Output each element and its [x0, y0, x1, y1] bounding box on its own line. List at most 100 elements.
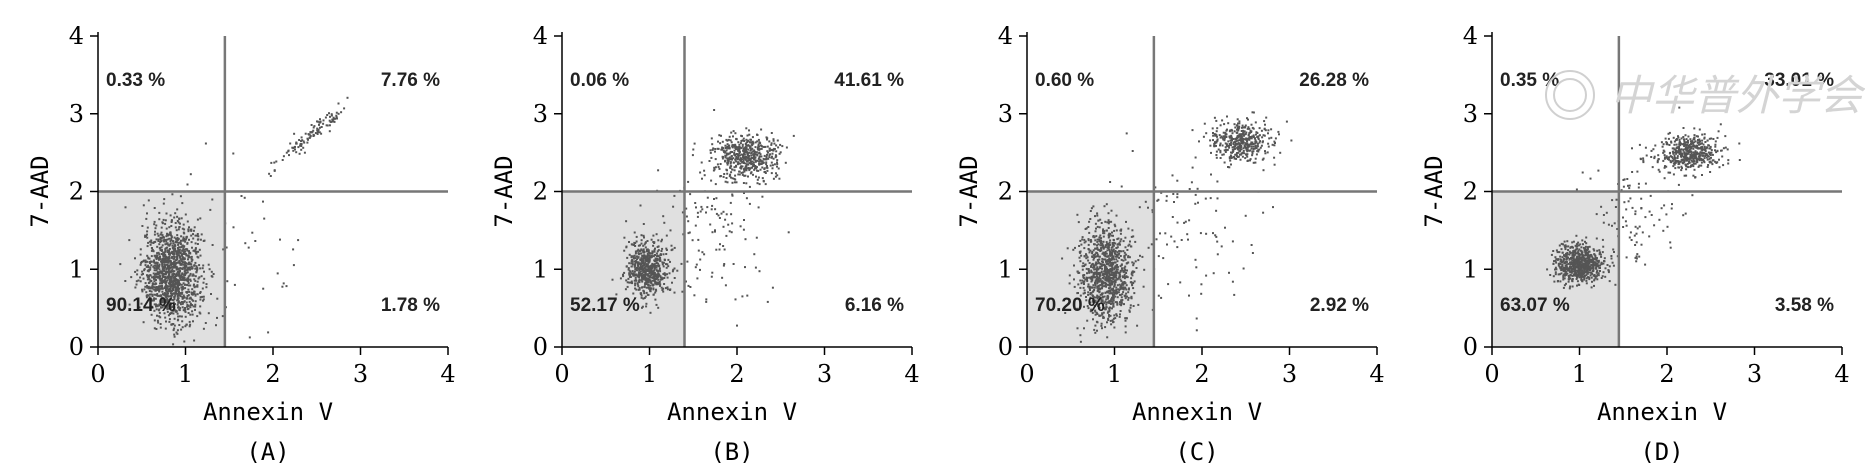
- data-point: [173, 335, 176, 338]
- data-point: [765, 161, 768, 164]
- data-point: [171, 323, 174, 325]
- data-point: [171, 244, 174, 247]
- data-point: [254, 240, 257, 242]
- data-point: [1106, 221, 1109, 224]
- data-point: [158, 257, 161, 260]
- data-point: [743, 152, 745, 155]
- data-point: [1264, 123, 1266, 126]
- data-point: [307, 138, 309, 141]
- data-point: [643, 285, 646, 288]
- data-point: [174, 282, 177, 285]
- data-point: [157, 267, 160, 270]
- data-point: [148, 278, 151, 281]
- data-point: [177, 300, 180, 303]
- data-point: [1111, 283, 1113, 286]
- data-point: [627, 267, 630, 270]
- data-point: [636, 275, 639, 278]
- data-point: [642, 274, 645, 277]
- data-point: [1598, 253, 1601, 256]
- data-point: [1583, 257, 1586, 260]
- data-point: [752, 173, 754, 176]
- data-point: [1113, 229, 1116, 232]
- data-point: [1260, 144, 1263, 147]
- data-point: [1216, 127, 1219, 130]
- data-point: [660, 253, 662, 256]
- data-point: [1079, 279, 1082, 282]
- data-point: [1242, 134, 1245, 137]
- data-point: [154, 240, 157, 243]
- data-point: [737, 153, 740, 156]
- y-tick-label: 2: [998, 178, 1013, 206]
- data-point: [637, 285, 640, 288]
- data-point: [778, 177, 781, 180]
- data-point: [1102, 264, 1105, 267]
- data-point: [762, 180, 765, 183]
- data-point: [694, 224, 697, 227]
- data-point: [658, 282, 661, 285]
- data-point: [178, 251, 180, 254]
- data-point: [1079, 286, 1082, 289]
- data-point: [773, 148, 776, 150]
- data-point: [1085, 254, 1088, 257]
- data-point: [1251, 141, 1254, 144]
- data-point: [163, 292, 166, 295]
- data-point: [282, 155, 285, 158]
- data-point: [1245, 154, 1248, 157]
- data-point: [140, 302, 143, 305]
- data-point: [164, 273, 167, 276]
- data-point: [183, 248, 186, 251]
- data-point: [655, 273, 658, 276]
- data-point: [292, 264, 295, 267]
- data-point: [1240, 140, 1243, 143]
- data-point: [167, 271, 170, 274]
- data-point: [1157, 198, 1160, 201]
- data-point: [195, 250, 198, 253]
- data-point: [1093, 305, 1096, 307]
- data-point: [1088, 271, 1091, 274]
- data-point: [632, 292, 635, 295]
- data-point: [172, 276, 175, 279]
- data-point: [1100, 249, 1103, 252]
- data-point: [1588, 250, 1591, 253]
- data-point: [1159, 232, 1161, 235]
- upper-left-percentage: 0.06 %: [570, 70, 629, 91]
- data-point: [169, 307, 171, 310]
- data-point: [693, 142, 696, 145]
- data-point: [1110, 274, 1113, 276]
- data-point: [695, 206, 697, 209]
- data-point: [152, 250, 155, 253]
- data-point: [1564, 244, 1567, 247]
- data-point: [1580, 277, 1583, 280]
- data-point: [186, 183, 189, 186]
- data-point: [1239, 135, 1242, 138]
- data-point: [1115, 314, 1118, 317]
- data-point: [1248, 144, 1251, 147]
- data-point: [153, 277, 155, 280]
- data-point: [760, 163, 763, 165]
- data-point: [636, 283, 639, 286]
- data-point: [634, 261, 637, 264]
- data-point: [709, 149, 712, 152]
- data-point: [768, 149, 771, 152]
- data-point: [640, 257, 643, 260]
- data-point: [1111, 292, 1114, 295]
- data-point: [1097, 304, 1099, 307]
- data-point: [146, 275, 149, 278]
- data-point: [1596, 273, 1599, 276]
- data-point: [174, 241, 177, 244]
- data-point: [163, 267, 165, 270]
- data-point: [190, 257, 193, 260]
- data-point: [1119, 240, 1122, 243]
- data-point: [182, 266, 185, 269]
- data-point: [185, 254, 188, 257]
- data-point: [295, 151, 298, 154]
- data-point: [753, 152, 756, 155]
- data-point: [740, 167, 743, 169]
- data-point: [1241, 151, 1244, 154]
- data-point: [1107, 255, 1110, 258]
- data-point: [194, 234, 197, 237]
- data-point: [1215, 130, 1218, 133]
- data-point: [185, 236, 188, 239]
- data-point: [1252, 134, 1255, 137]
- data-point: [728, 230, 731, 233]
